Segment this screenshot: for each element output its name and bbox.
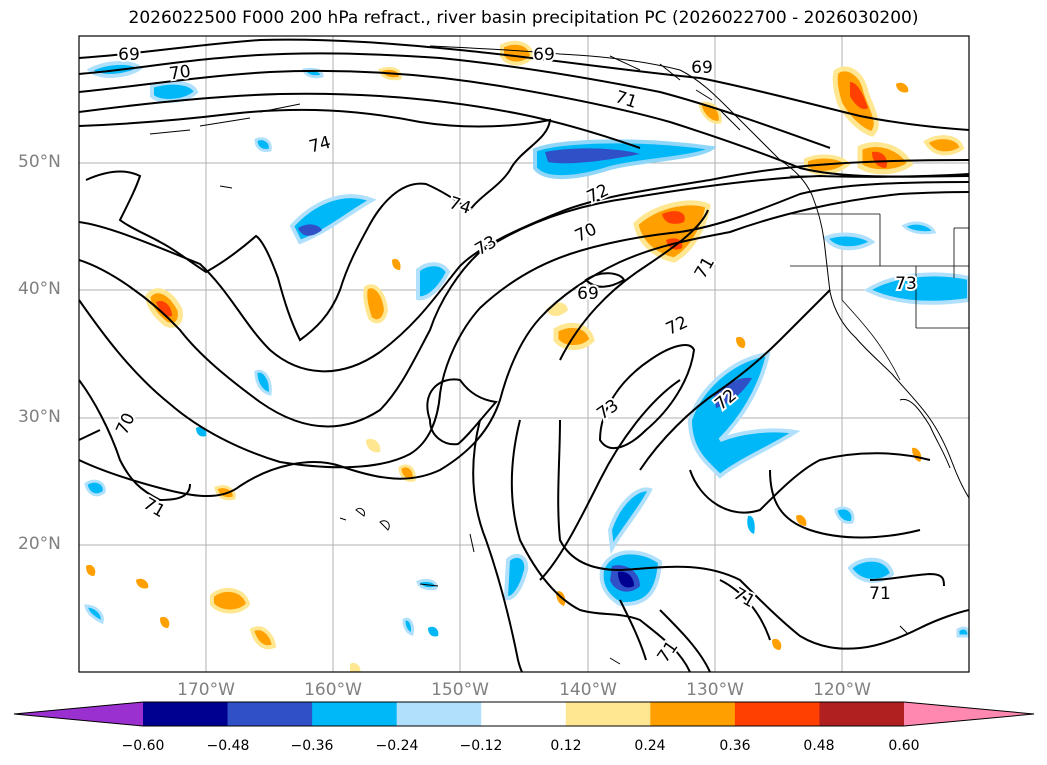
lat-label-30n: 30°N	[18, 407, 61, 427]
lon-label-170w: 170°W	[177, 680, 235, 700]
lon-label-120w: 120°W	[813, 680, 871, 700]
lon-label-150w: 150°W	[431, 680, 489, 700]
colorbar-tick: −0.36	[290, 738, 334, 754]
colorbar-cell	[143, 702, 229, 726]
map-title: 2026022500 F000 200 hPa refract., river …	[128, 8, 919, 28]
lat-label-50n: 50°N	[18, 152, 61, 172]
coastlines	[149, 45, 969, 665]
colorbar-tick: −0.24	[375, 738, 419, 754]
contour-label: 69	[118, 45, 140, 65]
lon-label-130w: 130°W	[686, 680, 744, 700]
contour-label: 73	[895, 274, 917, 294]
colorbar-tick: 0.60	[888, 738, 920, 754]
colorbar-cell	[734, 702, 820, 726]
lat-label-40n: 40°N	[18, 279, 61, 299]
refractivity-contours	[79, 38, 969, 672]
contour-label: 70	[168, 62, 192, 85]
colorbar-tick: −0.48	[206, 738, 250, 754]
colorbar-cell	[312, 702, 398, 726]
colorbar-tick: 0.12	[550, 738, 582, 754]
colorbar-tick: 0.48	[803, 738, 835, 754]
lon-label-160w: 160°W	[304, 680, 362, 700]
colorbar-tick: 0.24	[634, 738, 666, 754]
colorbar-cell	[396, 702, 482, 726]
colorbar-cell	[819, 702, 905, 726]
lon-label-140w: 140°W	[559, 680, 617, 700]
negative-anomaly-shading	[84, 61, 969, 638]
colorbar-cell	[481, 702, 567, 726]
colorbar-tick: −0.60	[121, 738, 165, 754]
colorbar-extend-high	[904, 702, 1034, 726]
colorbar-cell	[227, 702, 313, 726]
contour-label: 69	[533, 45, 555, 65]
lat-label-20n: 20°N	[18, 534, 61, 554]
colorbar-cell	[650, 702, 736, 726]
colorbar-tick: 0.36	[719, 738, 751, 754]
map-frame	[78, 35, 970, 673]
colorbar-extend-low	[14, 702, 143, 726]
contour-label: 69	[691, 58, 713, 78]
colorbar	[13, 701, 1035, 727]
colorbar-tick: −0.12	[459, 738, 503, 754]
gridlines	[79, 36, 969, 672]
contour-label: 71	[869, 584, 891, 604]
contour-label: 69	[577, 284, 599, 304]
colorbar-cell	[565, 702, 651, 726]
